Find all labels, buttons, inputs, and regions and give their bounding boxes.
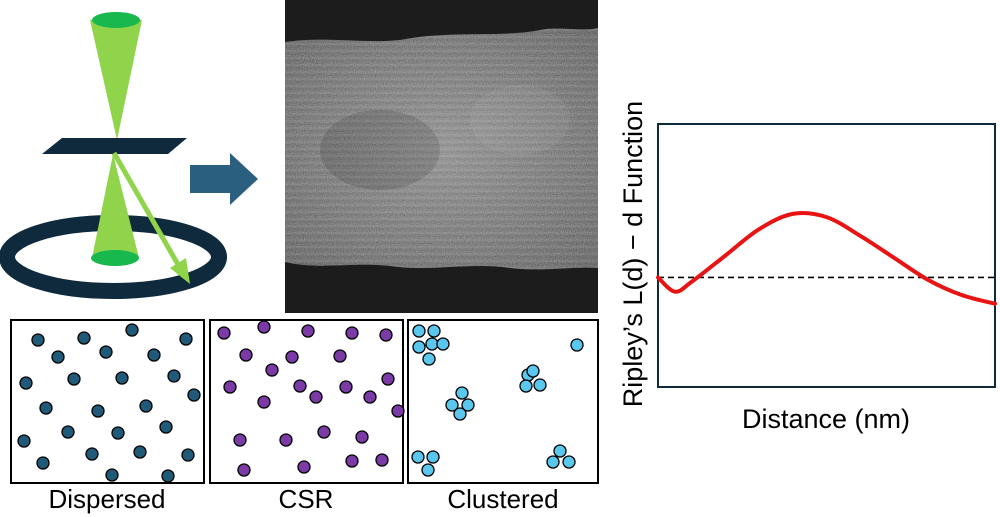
- point-marker: [105, 468, 119, 482]
- ripley-chart: Distance (nm) Ripley’s L(d) − d Function: [618, 101, 997, 434]
- point-marker: [301, 324, 315, 338]
- point-marker: [533, 378, 547, 392]
- point-marker: [375, 453, 389, 467]
- point-marker: [421, 463, 435, 477]
- y-axis-label: Ripley’s L(d) − d Function: [618, 101, 648, 407]
- point-marker: [133, 445, 147, 459]
- scattered-ray: [111, 151, 183, 270]
- point-marker: [223, 380, 237, 394]
- point-marker: [167, 369, 181, 383]
- incident-beam-cone: [90, 20, 142, 140]
- scattered-ray-arrowhead: [170, 258, 190, 284]
- point-marker: [570, 338, 584, 352]
- point-marker: [345, 454, 359, 468]
- point-marker: [391, 404, 405, 418]
- point-marker: [317, 425, 331, 439]
- point-marker: [31, 333, 45, 347]
- stem-micrograph: [285, 0, 598, 313]
- point-marker: [427, 324, 441, 338]
- point-marker: [461, 398, 475, 412]
- csr-dots: [217, 320, 405, 477]
- plot-frame: [657, 123, 996, 388]
- point-marker: [355, 430, 369, 444]
- point-marker: [519, 379, 533, 393]
- beam-source-spot: [92, 12, 140, 28]
- point-marker: [217, 326, 231, 340]
- point-marker: [445, 398, 459, 412]
- transmitted-beam-spot: [91, 250, 139, 266]
- point-marker: [19, 376, 33, 390]
- point-marker: [161, 469, 175, 483]
- point-marker: [339, 380, 353, 394]
- x-axis-label: Distance (nm): [742, 404, 910, 434]
- csr-label: CSR: [279, 484, 334, 514]
- panel-csr: CSR: [209, 319, 405, 514]
- point-marker: [297, 460, 311, 474]
- point-marker: [426, 450, 440, 464]
- point-marker: [279, 433, 293, 447]
- point-marker: [422, 352, 436, 366]
- point-marker: [39, 401, 53, 415]
- right-arrow-icon: [190, 153, 258, 205]
- point-marker: [67, 372, 81, 386]
- point-marker: [111, 426, 125, 440]
- point-marker: [17, 434, 31, 448]
- point-marker: [412, 324, 426, 338]
- panel-clustered: Clustered: [407, 319, 599, 514]
- point-marker: [363, 390, 377, 404]
- transmitted-beam-cone: [92, 154, 139, 258]
- point-marker: [562, 455, 576, 469]
- point-marker: [147, 348, 161, 362]
- point-marker: [285, 350, 299, 364]
- point-marker: [333, 349, 347, 363]
- point-marker: [115, 371, 129, 385]
- clustered-dots: [411, 324, 584, 477]
- point-marker: [257, 395, 271, 409]
- point-marker: [77, 331, 91, 345]
- point-marker: [233, 433, 247, 447]
- point-marker: [455, 386, 469, 400]
- point-marker: [345, 326, 359, 340]
- point-marker: [85, 447, 99, 461]
- point-marker: [239, 348, 253, 362]
- dispersed-dots: [17, 323, 201, 483]
- point-marker: [546, 455, 560, 469]
- point-marker: [412, 340, 426, 354]
- point-marker: [381, 372, 395, 386]
- series-line-ripley: [656, 211, 997, 306]
- point-marker: [425, 337, 439, 351]
- point-marker: [436, 337, 450, 351]
- point-marker: [36, 456, 50, 470]
- point-marker: [526, 364, 540, 378]
- point-marker: [379, 328, 393, 342]
- point-marker: [293, 379, 307, 393]
- point-marker: [411, 450, 425, 464]
- clustered-label: Clustered: [447, 484, 558, 514]
- point-marker: [125, 323, 139, 337]
- point-marker: [553, 444, 567, 458]
- panel-dispersed: Dispersed: [10, 319, 205, 514]
- point-marker: [51, 350, 65, 364]
- point-marker: [265, 363, 279, 377]
- sample-plane: [42, 138, 187, 154]
- point-marker: [237, 463, 251, 477]
- point-marker: [99, 345, 113, 359]
- point-marker: [187, 388, 201, 402]
- dispersed-label: Dispersed: [48, 484, 165, 514]
- point-marker: [139, 399, 153, 413]
- stem-beam-schematic-icon: [0, 12, 227, 299]
- point-marker: [453, 407, 467, 421]
- point-marker: [309, 390, 323, 404]
- point-marker: [257, 320, 271, 334]
- point-marker: [91, 404, 105, 418]
- point-marker: [181, 448, 195, 462]
- point-marker: [179, 332, 193, 346]
- point-marker: [159, 420, 173, 434]
- point-marker: [61, 425, 75, 439]
